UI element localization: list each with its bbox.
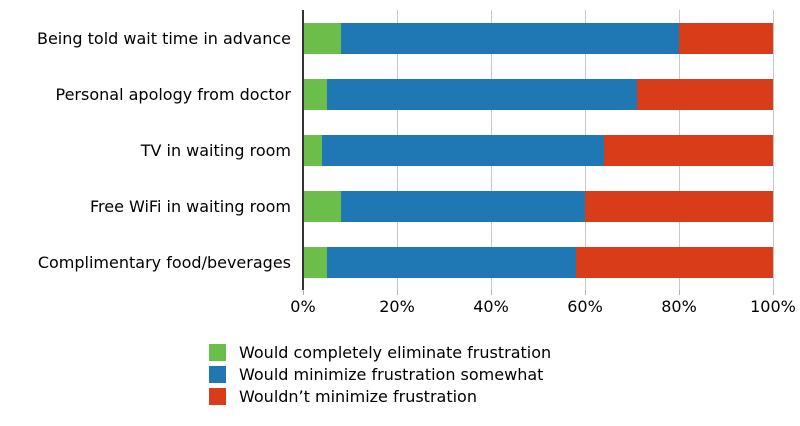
stacked-bar [303,190,773,222]
x-tick [679,290,680,295]
bar-segment-blue [340,22,679,54]
bar-rows [303,10,773,290]
legend-swatch [209,387,226,405]
legend-item: Would completely eliminate frustration [209,341,551,363]
legend-item: Wouldn’t minimize frustration [209,385,551,407]
x-tick-label: 0% [290,297,316,316]
bar-segment-green [303,246,327,278]
stacked-bar [303,246,773,278]
x-tick [303,290,304,295]
bar-segment-red [575,246,773,278]
x-tick-label: 40% [473,297,509,316]
x-tick [397,290,398,295]
x-tick-label: 60% [567,297,603,316]
bar-segment-green [303,134,322,166]
category-labels: Being told wait time in advance Personal … [0,10,291,290]
bar-segment-green [303,190,341,222]
stacked-bar [303,78,773,110]
gridline [773,10,774,290]
x-tick-label: 100% [750,297,796,316]
bar-row [303,234,773,290]
bar-row [303,178,773,234]
bar-segment-blue [326,78,637,110]
bar-segment-red [636,78,773,110]
bar-segment-green [303,22,341,54]
x-tick [491,290,492,295]
stacked-bar [303,134,773,166]
bar-segment-green [303,78,327,110]
legend-label: Wouldn’t minimize frustration [239,386,477,406]
legend-swatch [209,343,226,361]
category-label: Being told wait time in advance [36,28,291,48]
bar-segment-blue [326,246,576,278]
category-label: Complimentary food/beverages [37,252,291,272]
x-tick-label: 80% [661,297,697,316]
legend-label: Would completely eliminate frustration [239,342,552,362]
legend-swatch [209,365,226,383]
x-tick-label: 20% [379,297,415,316]
category-label: Personal apology from doctor [55,84,292,104]
stacked-bar [303,22,773,54]
y-axis-line [302,10,304,290]
bar-segment-red [584,190,773,222]
legend-label: Would minimize frustration somewhat [239,364,544,384]
x-tick [773,290,774,295]
x-axis: 0% 20% 40% 60% 80% 100% [290,290,796,322]
bar-segment-red [678,22,773,54]
bar-row [303,10,773,66]
x-tick [585,290,586,295]
bar-segment-red [603,134,773,166]
plot-area [302,10,774,290]
bar-row [303,66,773,122]
bar-segment-blue [321,134,604,166]
legend: Would completely eliminate frustration Wo… [209,341,551,407]
legend-item: Would minimize frustration somewhat [209,363,551,385]
bar-row [303,122,773,178]
bar-segment-blue [340,190,585,222]
category-label: TV in waiting room [140,140,291,160]
category-label: Free WiFi in waiting room [89,196,291,216]
